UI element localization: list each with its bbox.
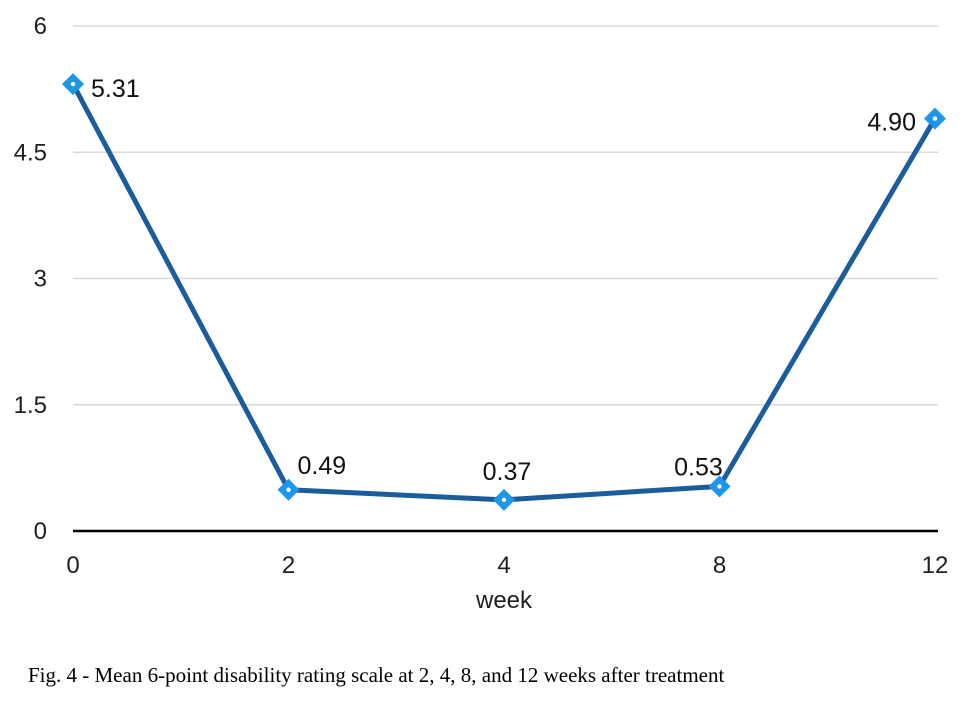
x-tick-label: 4 [497, 552, 510, 579]
y-tick-label: 1.5 [14, 392, 47, 419]
y-tick-label: 4.5 [14, 139, 47, 166]
data-label: 0.53 [674, 453, 723, 481]
data-label: 0.49 [298, 452, 347, 480]
series-line [70, 81, 938, 503]
figure-caption: Fig. 4 - Mean 6-point disability rating … [28, 663, 725, 687]
x-tick-label: 0 [66, 552, 79, 579]
y-tick-label: 0 [34, 518, 47, 545]
marker-center-dot [286, 487, 291, 492]
marker-center-dot [501, 497, 507, 503]
marker-center-dot [70, 81, 76, 87]
data-label: 5.31 [91, 75, 140, 103]
line-chart: 0 1.5 3 4.5 6 0 2 4 8 12 week 5.31 0.49 0.37 0.53 4.90 [14, 13, 949, 614]
x-tick-label: 12 [922, 552, 949, 579]
marker-center-dot [932, 116, 938, 121]
y-tick-label: 3 [34, 266, 47, 293]
data-label: 0.37 [483, 458, 532, 486]
data-label: 4.90 [867, 109, 916, 137]
y-tick-label: 6 [34, 13, 47, 40]
marker-center-dot [717, 484, 722, 489]
x-axis-title: week [475, 587, 533, 614]
x-tick-label: 8 [713, 552, 726, 579]
x-tick-label: 2 [282, 552, 295, 579]
